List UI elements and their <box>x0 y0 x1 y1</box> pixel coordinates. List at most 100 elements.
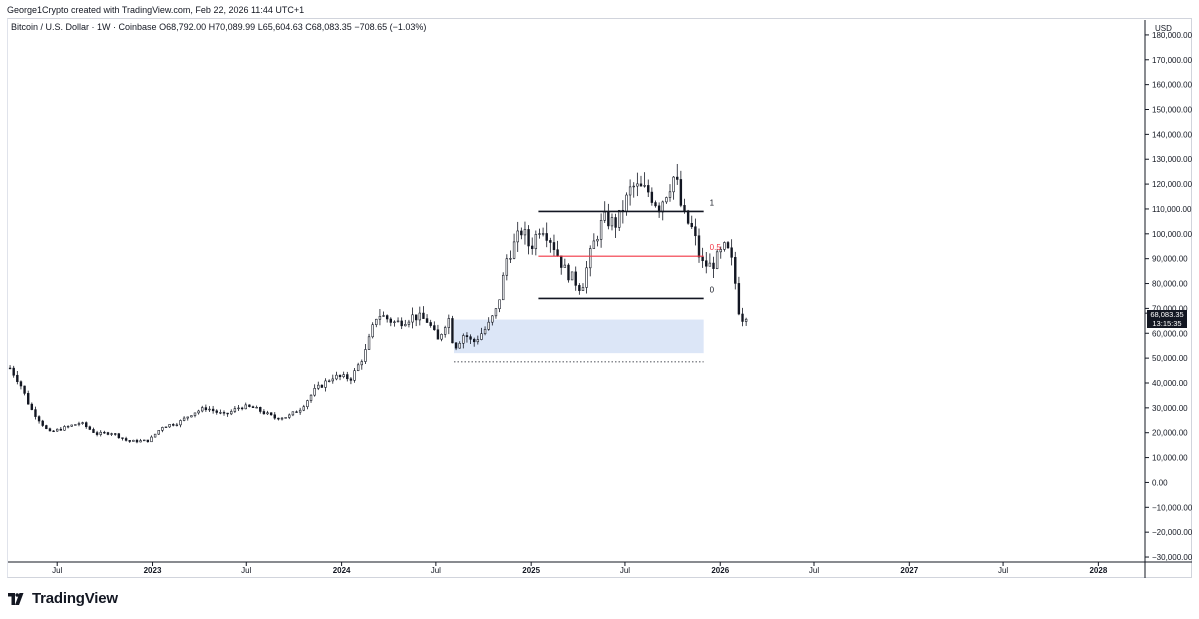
candle-body <box>715 251 719 269</box>
chart-pane[interactable] <box>7 18 1192 578</box>
candle-body <box>124 438 128 441</box>
candle-body <box>647 185 650 193</box>
candle-body <box>349 378 353 381</box>
y-tick-label: 60,000.00 <box>1152 329 1188 338</box>
x-tick-label: Jul <box>620 566 630 575</box>
x-tick-label: Jul <box>809 566 819 575</box>
support-zone <box>453 319 704 354</box>
candle-body <box>578 285 581 291</box>
candle-body <box>683 205 686 212</box>
candle-body <box>592 240 596 249</box>
candle-body <box>222 412 226 414</box>
candle-body <box>52 430 55 433</box>
candle-body <box>610 217 614 227</box>
candle-body <box>306 400 309 408</box>
candle-body <box>27 393 30 405</box>
candle-body <box>324 380 327 388</box>
candle-body <box>538 233 541 235</box>
candle-body <box>734 257 737 284</box>
candle-body <box>603 211 606 221</box>
candle-body <box>730 247 733 258</box>
candle-body <box>723 242 726 250</box>
candle-body <box>705 260 708 267</box>
y-tick-label: 50,000.00 <box>1152 354 1188 363</box>
x-tick-label: 2028 <box>1089 566 1107 575</box>
candle-body <box>317 384 320 389</box>
candle-body <box>313 388 316 396</box>
candle-body <box>320 384 324 388</box>
candle-body <box>523 229 527 236</box>
candle-body <box>240 407 244 410</box>
candle-body <box>146 439 150 443</box>
candle-body <box>686 210 690 224</box>
candle-body <box>690 223 693 228</box>
candle-body <box>251 406 255 408</box>
y-tick-label: 40,000.00 <box>1152 379 1188 388</box>
candle-body <box>215 410 218 413</box>
candle-body <box>440 334 443 340</box>
x-tick-label: 2027 <box>900 566 918 575</box>
candle-body <box>364 349 367 362</box>
candle-body <box>353 370 356 381</box>
x-tick-label: Jul <box>52 566 62 575</box>
candle-body <box>371 324 374 338</box>
y-tick-label: 170,000.00 <box>1152 56 1193 65</box>
candle-body <box>182 417 186 421</box>
candle-body <box>404 324 407 327</box>
candle-body <box>74 424 77 426</box>
candle-body <box>665 197 668 203</box>
candle-body <box>614 217 617 228</box>
candle-body <box>277 417 280 420</box>
candle-body <box>389 318 392 323</box>
candle-body <box>512 241 516 259</box>
fib-level-label: 1 <box>710 198 715 207</box>
candle-body <box>226 412 229 415</box>
candle-body <box>697 235 701 258</box>
candle-body <box>92 429 95 433</box>
x-tick-label: Jul <box>241 566 251 575</box>
candle-body <box>164 426 168 428</box>
candle-body <box>230 411 233 415</box>
candle-body <box>269 412 273 416</box>
candle-body <box>560 255 563 268</box>
candle-body <box>618 209 621 228</box>
y-tick-label: −30,000.00 <box>1152 553 1193 562</box>
candle-body <box>168 424 171 428</box>
candle-body <box>436 329 440 340</box>
tradingview-footer[interactable]: TradingView <box>8 590 118 607</box>
ohlc-open: O68,792.00 <box>159 22 207 32</box>
candle-body <box>694 226 697 237</box>
candle-body <box>157 430 160 435</box>
y-tick-label: −10,000.00 <box>1152 503 1193 512</box>
candle-body <box>19 381 23 387</box>
candle-body <box>433 325 436 331</box>
candle-body <box>175 424 179 426</box>
candle-body <box>291 411 295 416</box>
candle-body <box>570 271 574 281</box>
candle-body <box>701 256 704 262</box>
y-tick-label: 120,000.00 <box>1152 180 1193 189</box>
candle-body <box>726 242 730 249</box>
candle-body <box>476 339 480 343</box>
candle-body <box>516 230 519 243</box>
candle-body <box>534 234 538 250</box>
candle-body <box>8 367 12 370</box>
candle-body <box>356 364 360 371</box>
candle-body <box>472 338 476 343</box>
candle-body <box>233 408 237 412</box>
candle-body <box>639 183 643 187</box>
candle-body <box>378 315 382 320</box>
candle-body <box>59 428 63 431</box>
candle-body <box>494 308 498 317</box>
candle-body <box>585 267 588 288</box>
candle-body <box>150 436 153 443</box>
y-tick-label: 140,000.00 <box>1152 130 1193 139</box>
candle-body <box>737 283 741 315</box>
candle-body <box>298 409 302 413</box>
candle-body <box>628 186 632 196</box>
candle-body <box>625 194 628 212</box>
candle-body <box>411 314 414 323</box>
candle-body <box>527 229 530 247</box>
chart-caption: George1Crypto created with TradingView.c… <box>7 5 305 15</box>
